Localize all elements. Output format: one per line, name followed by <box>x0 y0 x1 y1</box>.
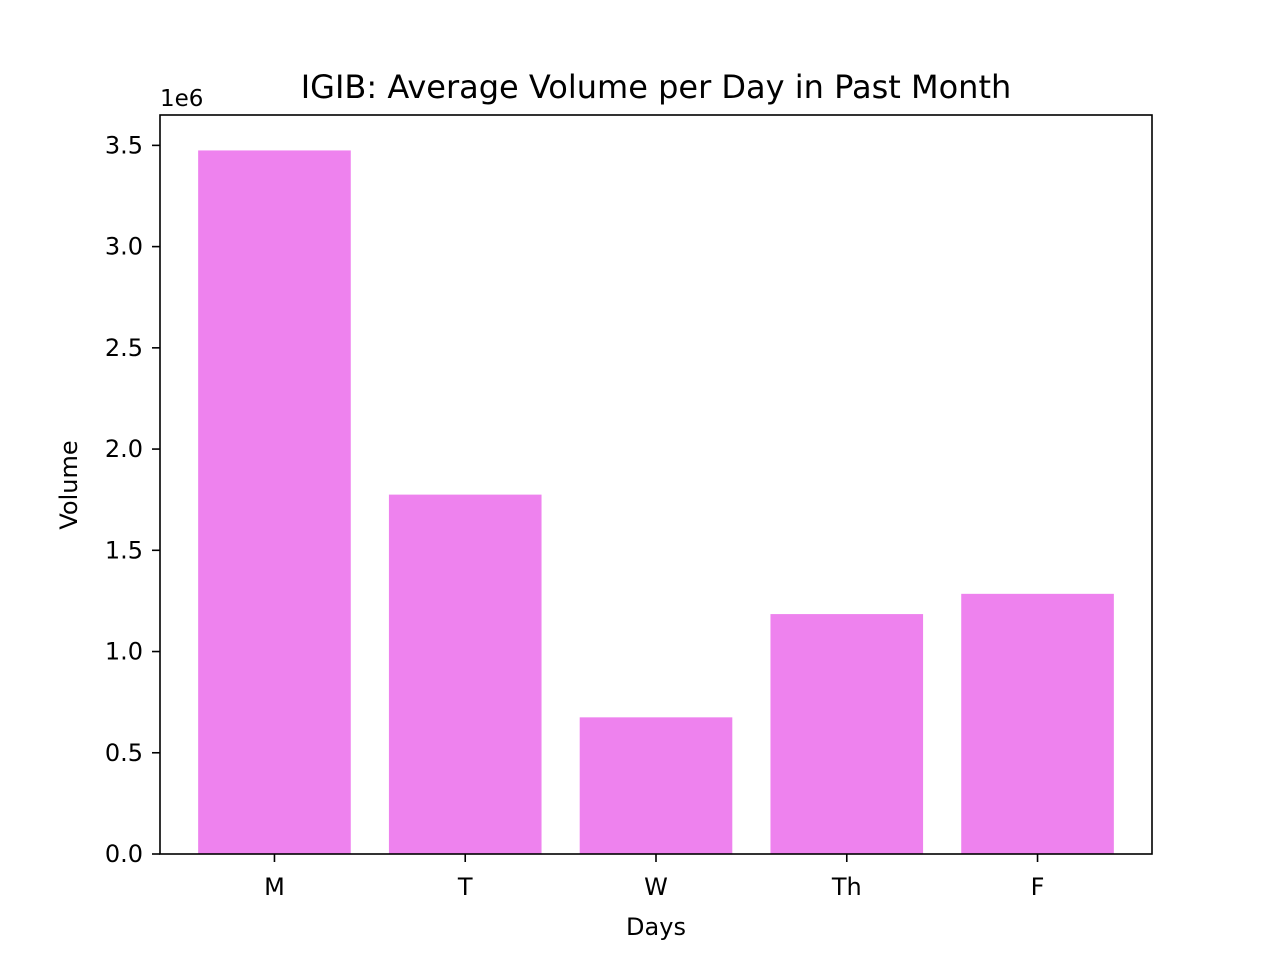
y-tick-label: 3.5 <box>105 131 143 159</box>
y-tick-label: 0.0 <box>105 840 143 868</box>
bar-th <box>770 614 924 854</box>
y-tick-label: 1.0 <box>105 638 143 666</box>
bar-f <box>961 593 1114 854</box>
y-axis-offset-label: 1e6 <box>160 86 203 112</box>
x-tick-label: M <box>264 873 285 901</box>
y-axis-label: Volume <box>55 440 83 529</box>
x-tick-label: F <box>1031 873 1045 901</box>
plot-area-frame <box>159 114 1153 855</box>
bar-m <box>198 150 351 854</box>
x-tick-label: W <box>644 873 668 901</box>
y-tick-label: 2.0 <box>105 435 143 463</box>
x-axis-label: Days <box>626 913 686 941</box>
x-tick-label: Th <box>831 873 862 901</box>
y-tick-label: 0.5 <box>105 739 143 767</box>
y-axis-ticks: 0.0 0.5 1.0 1.5 2.0 2.5 3.0 3.5 <box>105 131 160 868</box>
x-axis-ticks: M T W Th F <box>264 854 1044 901</box>
y-tick-label: 2.5 <box>105 334 143 362</box>
y-tick-label: 1.5 <box>105 536 143 564</box>
y-tick-label: 3.0 <box>105 233 143 261</box>
x-tick-label: T <box>457 873 473 901</box>
chart-title: IGIB: Average Volume per Day in Past Mon… <box>301 68 1012 106</box>
bar-w <box>579 717 733 854</box>
bars-layer <box>198 150 1114 854</box>
bar-t <box>388 494 542 854</box>
